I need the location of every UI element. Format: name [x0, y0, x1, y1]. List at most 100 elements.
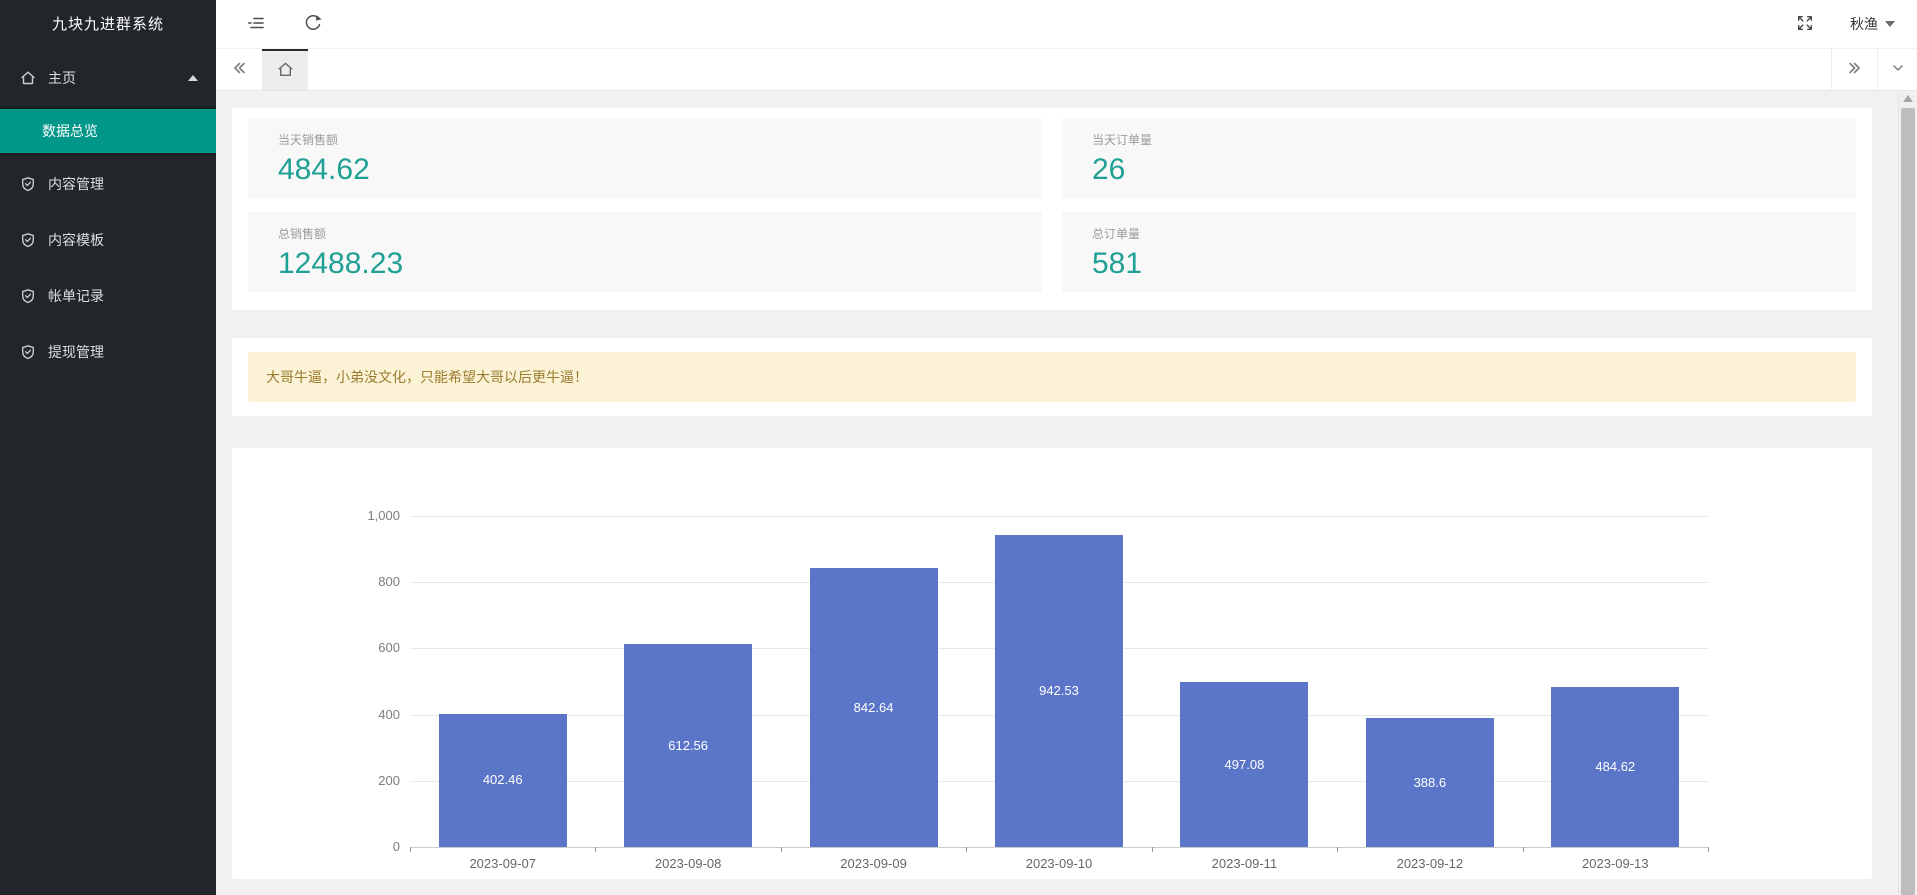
y-axis-tick-label: 0 — [392, 839, 400, 854]
stat-value: 581 — [1092, 247, 1143, 280]
scrollbar-thumb[interactable] — [1901, 108, 1915, 895]
app-title: 九块九进群系统 — [51, 16, 164, 33]
sidebar: 九块九进群系统 主页 数据总览 内容管理 内容模板 帐单记录 提现管理 — [0, 0, 216, 895]
caret-down-icon — [1885, 21, 1895, 27]
x-axis-tick-mark — [410, 847, 411, 852]
user-name: 秋渔 — [1850, 16, 1878, 32]
x-axis-tick-mark — [1151, 847, 1153, 852]
main-area: 秋渔 — [216, 0, 1917, 895]
content-area: 当天销售额 484.62 当天订单量 26 总销售额 12488.23 总订单量… — [216, 91, 1917, 895]
shield-check-icon — [20, 288, 36, 304]
bar-chart: 0 200 400 600 800 1,000 402.46 2023-09-07 612.56… — [232, 448, 1872, 879]
chart-bar-value-label: 388.6 — [1413, 774, 1447, 790]
fullscreen-icon — [1796, 14, 1814, 35]
notice-banner: 大哥牛逼，小弟没文化，只能希望大哥以后更牛逼！ — [248, 352, 1856, 402]
stat-value: 26 — [1092, 153, 1126, 186]
sidebar-item-withdraw-manage[interactable]: 提现管理 — [0, 324, 216, 380]
chevron-down-icon — [1890, 60, 1906, 79]
chart-bar-value-label: 842.64 — [853, 699, 894, 715]
chart-bar — [624, 644, 753, 847]
menu-fold-icon — [246, 12, 268, 37]
y-axis-tick-label: 800 — [378, 574, 400, 590]
chart-bar — [809, 568, 938, 847]
x-axis-tick-mark — [595, 847, 597, 852]
sidebar-item-home[interactable]: 主页 — [0, 50, 216, 106]
caret-up-icon — [188, 75, 198, 81]
sidebar-item-content-manage[interactable]: 内容管理 — [0, 156, 216, 212]
double-chevron-left-icon — [230, 59, 248, 80]
x-axis-category-label: 2023-09-08 — [654, 856, 722, 871]
y-axis-tick-label: 200 — [378, 772, 400, 788]
x-axis-category-label: 2023-09-10 — [1025, 856, 1093, 871]
x-axis-category-label: 2023-09-13 — [1582, 856, 1649, 871]
user-dropdown[interactable]: 秋渔 — [1850, 14, 1895, 34]
vertical-scrollbar[interactable] — [1898, 92, 1917, 895]
chart-bar — [1551, 686, 1680, 847]
stat-total-orders: 总订单量 581 — [1062, 212, 1856, 292]
chart-bar-value-label: 484.62 — [1595, 758, 1636, 774]
tab-home[interactable] — [262, 49, 308, 90]
chart-bar — [438, 713, 567, 847]
chart-bar-value-label: 942.53 — [1039, 683, 1079, 698]
sidebar-submenu: 数据总览 — [0, 106, 216, 156]
y-axis-tick-label: 600 — [378, 640, 400, 656]
sidebar-collapse-button[interactable] — [238, 0, 276, 49]
chart-bar-value-label: 402.46 — [482, 772, 523, 788]
gridline — [410, 516, 1708, 517]
x-axis-tick-mark — [1522, 847, 1524, 852]
sidebar-item-bill-records[interactable]: 帐单记录 — [0, 268, 216, 324]
stat-value: 484.62 — [278, 153, 370, 186]
double-chevron-right-icon — [1846, 59, 1864, 80]
shield-check-icon — [20, 232, 36, 248]
stat-today-sales: 当天销售额 484.62 — [248, 118, 1042, 198]
home-icon — [20, 70, 36, 86]
chart-bar-value-label: 497.08 — [1224, 756, 1265, 772]
sidebar-item-label: 内容模板 — [48, 232, 104, 248]
x-axis-tick-mark — [1708, 847, 1709, 852]
y-axis-tick-label: 1,000 — [367, 508, 400, 523]
sidebar-item-content-template[interactable]: 内容模板 — [0, 212, 216, 268]
refresh-icon — [303, 13, 323, 36]
notice-card: 大哥牛逼，小弟没文化，只能希望大哥以后更牛逼！ — [232, 338, 1872, 416]
stat-label: 当天销售额 — [278, 133, 339, 147]
x-axis-category-label: 2023-09-09 — [840, 856, 907, 871]
shield-check-icon — [20, 344, 36, 360]
x-axis-tick-mark — [780, 847, 782, 852]
sidebar-item-label: 提现管理 — [48, 344, 104, 360]
stat-label: 当天订单量 — [1092, 133, 1153, 147]
tabs-scroll-left-button[interactable] — [216, 49, 262, 90]
y-axis-tick-label: 400 — [378, 706, 400, 722]
stat-value: 12488.23 — [278, 247, 404, 280]
stat-today-orders: 当天订单量 26 — [1062, 118, 1856, 198]
chart-bar — [995, 535, 1123, 847]
stats-card: 当天销售额 484.62 当天订单量 26 总销售额 12488.23 总订单量… — [232, 108, 1872, 310]
tab-bar — [216, 49, 1917, 91]
stats-grid: 当天销售额 484.62 当天订单量 26 总销售额 12488.23 总订单量… — [248, 118, 1856, 292]
fullscreen-button[interactable] — [1786, 0, 1824, 49]
top-header: 秋渔 — [216, 0, 1917, 49]
chart-bar-value-label: 612.56 — [668, 737, 709, 753]
home-icon — [277, 61, 294, 81]
sidebar-item-label: 内容管理 — [48, 176, 104, 192]
sales-chart-card: 0 200 400 600 800 1,000 402.46 2023-09-07 612.56… — [232, 448, 1872, 879]
x-axis-category-label: 2023-09-07 — [469, 856, 536, 871]
chart-bar — [1180, 682, 1309, 847]
x-axis-tick-mark — [1337, 847, 1339, 852]
sidebar-item-data-overview[interactable]: 数据总览 — [0, 109, 216, 153]
stat-label: 总订单量 — [1092, 227, 1141, 241]
x-axis-line — [410, 847, 1708, 848]
refresh-button[interactable] — [294, 0, 332, 49]
x-axis-tick-mark — [966, 847, 968, 852]
stat-label: 总销售额 — [278, 227, 327, 241]
sidebar-item-label: 帐单记录 — [48, 288, 104, 304]
x-axis-category-label: 2023-09-12 — [1396, 856, 1464, 871]
chart-bar — [1365, 718, 1494, 847]
tab-bar-fill — [308, 49, 1831, 90]
tabs-scroll-right-button[interactable] — [1831, 49, 1877, 90]
x-axis-category-label: 2023-09-11 — [1211, 856, 1278, 871]
stat-total-sales: 总销售额 12488.23 — [248, 212, 1042, 292]
shield-check-icon — [20, 176, 36, 192]
scrollbar-up-arrow[interactable] — [1903, 95, 1913, 102]
tabs-menu-button[interactable] — [1877, 49, 1917, 90]
sidebar-item-label: 主页 — [48, 70, 76, 86]
